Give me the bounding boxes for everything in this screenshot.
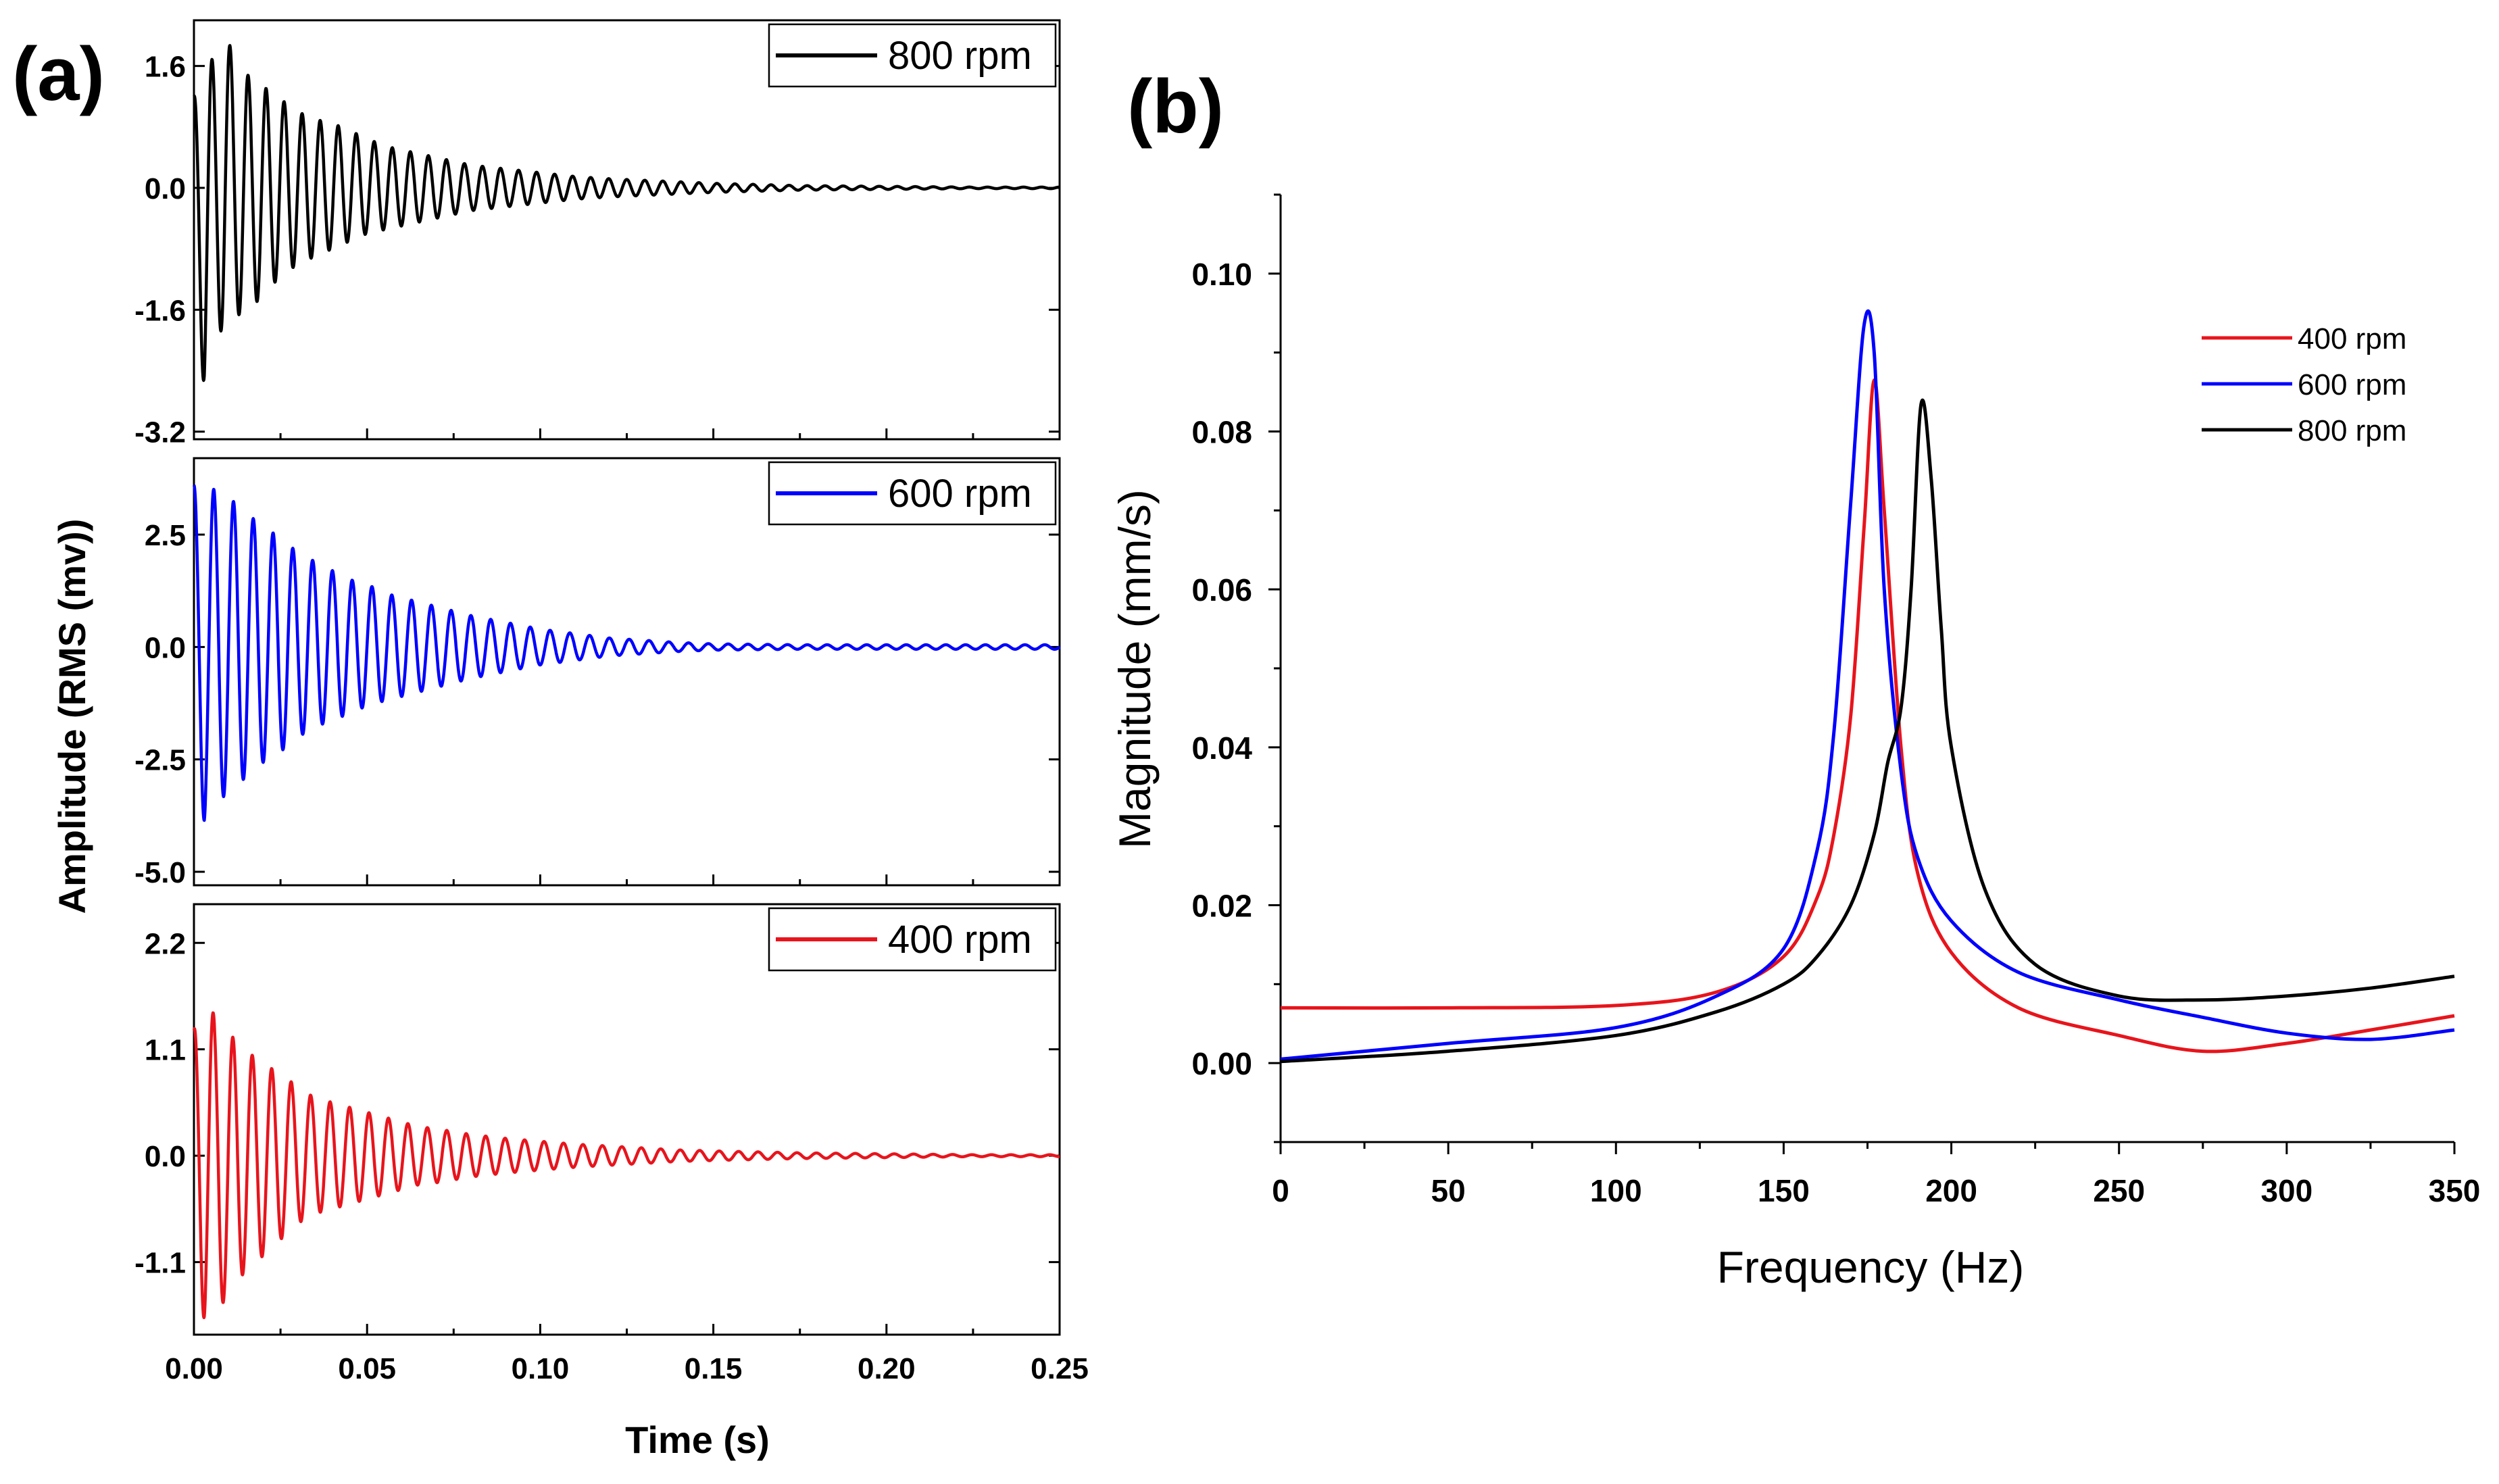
subplot-600rpm: 2.5 0.0 -2.5 -5.0 600 rpm [134,457,1061,889]
x-tick-label-b-4: 200 [1925,1173,1977,1208]
series-line-400-rpm [192,1011,1061,1320]
y-tick-label-800-rpm-3: -3.2 [134,416,186,449]
x-tick-label-b-2: 100 [1590,1173,1642,1208]
y-tick-label-b-2: 0.04 [1191,731,1252,766]
panel-b-label: (b) [1127,64,1224,149]
panel-b: (b) 0 50 100 150 200 250 300 350 0.00 0.02 0.04 0.0… [1110,64,2480,1292]
y-tick-label-b-3: 0.06 [1191,572,1252,608]
legend-label-400-rpm: 400 rpm [888,918,1032,962]
y-tick-label-800-rpm-1: 0.0 [145,172,186,205]
x-tick-label-b-5: 250 [2093,1173,2145,1208]
frequency-axis-title: Frequency (Hz) [1717,1242,2025,1292]
legend-label-800-rpm: 800 rpm [888,34,1032,78]
y-tick-label-800-rpm-2: -1.6 [134,294,186,327]
series-line-800-rpm [193,44,1061,382]
y-tick-label-b-5: 0.10 [1191,257,1252,292]
x-tick-label-b-7: 350 [2429,1173,2481,1208]
x-tick-label-b-3: 150 [1758,1173,1810,1208]
subplot-800rpm: 1.6 0.0 -1.6 -3.2 800 rpm [134,19,1061,449]
x-tick-label-5: 0.25 [1031,1352,1089,1385]
x-tick-label-b-0: 0 [1272,1173,1289,1208]
y-tick-label-b-1: 0.02 [1191,889,1252,924]
x-tick-label-b-1: 50 [1431,1173,1466,1208]
y-tick-label-600-rpm-1: 0.0 [145,631,186,664]
x-tick-label-b-6: 300 [2260,1173,2312,1208]
x-tick-label-1: 0.05 [338,1352,396,1385]
spectrum-axes: 0 50 100 150 200 250 300 350 0.00 0.02 0.04 0.06 0.0… [1191,193,2481,1208]
panel-a-label: (a) [12,32,105,116]
amplitude-axis-title: Amplitude (RMS (mv)) [51,519,93,914]
y-tick-label-400-rpm-1: 1.1 [145,1034,186,1067]
x-tick-label-3: 0.15 [685,1352,743,1385]
y-tick-label-400-rpm-0: 2.2 [145,927,186,960]
legend-label-600-rpm: 600 rpm [888,472,1032,516]
magnitude-axis-title: Magnitude (mm/s) [1110,489,1160,849]
legend-label-b-800-rpm: 800 rpm [2298,414,2406,447]
spectrum-series [1280,309,2455,1064]
legend-label-b-600-rpm: 600 rpm [2298,368,2406,401]
y-tick-label-600-rpm-2: -2.5 [134,744,186,777]
spectrum-legend: 400 rpm 600 rpm 800 rpm [2202,322,2406,447]
y-tick-label-800-rpm-0: 1.6 [145,51,186,84]
series-line-600-rpm [192,484,1061,822]
y-tick-label-b-4: 0.08 [1191,415,1252,450]
y-tick-label-600-rpm-0: 2.5 [145,519,186,552]
time-axis-title: Time (s) [625,1418,770,1461]
subplot-400rpm: 2.2 1.1 0.0 -1.1 400 rpm [134,903,1061,1336]
series-line-600-rpm [1280,309,2455,1061]
panel-a: (a) 1.6 0.0 -1.6 -3.2 800 rpm 2.5 0.0 -2.5 -5.0… [12,19,1089,1461]
time-axis: 0.00 0.05 0.10 0.15 0.20 0.25 [165,1352,1089,1385]
x-tick-label-4: 0.20 [858,1352,916,1385]
series-line-800-rpm [1280,398,2455,1064]
y-tick-label-600-rpm-3: -5.0 [134,856,186,889]
y-tick-label-400-rpm-3: -1.1 [134,1247,186,1280]
x-tick-label-0: 0.00 [165,1352,223,1385]
legend-box-600-rpm [768,461,1057,526]
y-tick-label-b-0: 0.00 [1191,1046,1252,1081]
x-tick-label-2: 0.10 [512,1352,570,1385]
y-tick-label-400-rpm-2: 0.0 [145,1140,186,1173]
legend-label-b-400-rpm: 400 rpm [2298,322,2406,355]
